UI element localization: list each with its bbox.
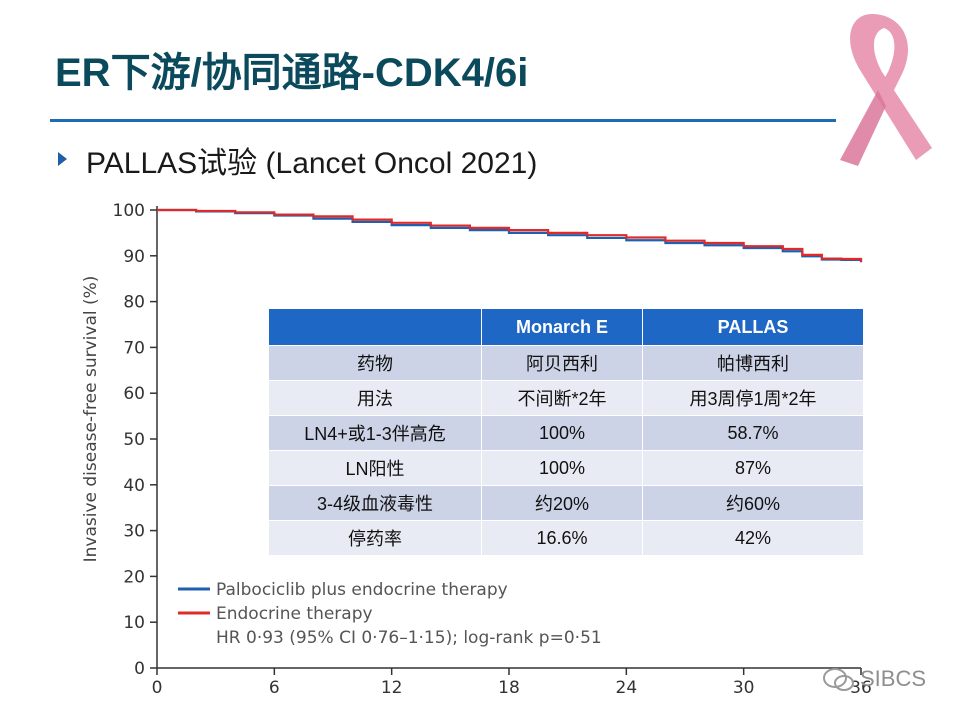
table-cell: 阿贝西利	[481, 345, 643, 381]
y-tick-label: 40	[123, 476, 145, 496]
table-cell: 约20%	[481, 485, 643, 521]
table-cell: 100%	[481, 450, 643, 486]
y-tick-label: 30	[123, 522, 145, 542]
y-tick-label: 10	[123, 613, 145, 633]
table-cell: 58.7%	[642, 415, 864, 451]
y-tick-label: 0	[134, 659, 145, 679]
table-cell: LN4+或1-3伴高危	[268, 415, 482, 451]
table-cell: LN阳性	[268, 450, 482, 486]
y-tick-label: 50	[123, 430, 145, 450]
slide-subtitle: PALLAS试验 (Lancet Oncol 2021)	[86, 147, 538, 180]
table-cell: 用法	[268, 380, 482, 416]
y-tick-label: 80	[123, 293, 145, 313]
table-cell: 药物	[268, 345, 482, 381]
table-row: 3-4级血液毒性 约20% 约60%	[268, 485, 864, 521]
bullet-arrow-icon	[58, 152, 67, 166]
x-tick-label: 6	[269, 678, 280, 698]
x-tick-label: 0	[152, 678, 163, 698]
table-row: 药物 阿贝西利 帕博西利	[268, 345, 864, 381]
legend-label: Endocrine therapy	[216, 604, 373, 624]
series-line-endocrine	[157, 208, 863, 262]
comparison-table: Monarch E PALLAS 药物 阿贝西利 帕博西利 用法 不间断*2年 …	[268, 308, 864, 556]
table-header-cell: PALLAS	[642, 308, 864, 346]
chart-annotation: HR 0·93 (95% CI 0·76–1·15); log-rank p=0…	[216, 628, 602, 648]
series-line-palbociclib	[157, 208, 863, 263]
table-row: 停药率 16.6% 42%	[268, 520, 864, 556]
title-rule	[50, 119, 836, 122]
table-header-cell: Monarch E	[481, 308, 643, 346]
legend-label: Palbociclib plus endocrine therapy	[216, 580, 508, 600]
table-cell: 3-4级血液毒性	[268, 485, 482, 521]
table-header-cell	[268, 308, 482, 346]
x-tick-label: 12	[381, 678, 403, 698]
wechat-icon	[823, 668, 854, 691]
table-cell: 停药率	[268, 520, 482, 556]
watermark-text: SIBCS	[860, 666, 927, 691]
x-tick-label: 24	[616, 678, 638, 698]
y-axis-label: Invasive disease-free survival (%)	[81, 276, 101, 563]
x-tick-label: 30	[733, 678, 755, 698]
y-tick-label: 90	[123, 247, 145, 267]
x-tick-label: 18	[498, 678, 520, 698]
table-cell: 约60%	[642, 485, 864, 521]
x-tick-label: 36	[850, 678, 872, 698]
table-cell: 100%	[481, 415, 643, 451]
table-header-row: Monarch E PALLAS	[268, 308, 864, 346]
table-cell: 帕博西利	[642, 345, 864, 381]
table-cell: 87%	[642, 450, 864, 486]
table-cell: 16.6%	[481, 520, 643, 556]
table-row: 用法 不间断*2年 用3周停1周*2年	[268, 380, 864, 416]
table-cell: 不间断*2年	[481, 380, 643, 416]
y-tick-label: 100	[113, 201, 145, 221]
table-row: LN4+或1-3伴高危 100% 58.7%	[268, 415, 864, 451]
y-tick-label: 60	[123, 384, 145, 404]
y-tick-label: 70	[123, 338, 145, 358]
pink-ribbon-icon	[840, 14, 932, 166]
table-row: LN阳性 100% 87%	[268, 450, 864, 486]
table-cell: 用3周停1周*2年	[642, 380, 864, 416]
y-tick-label: 20	[123, 567, 145, 587]
table-cell: 42%	[642, 520, 864, 556]
slide-title: ER下游/协同通路-CDK4/6i	[55, 51, 529, 95]
